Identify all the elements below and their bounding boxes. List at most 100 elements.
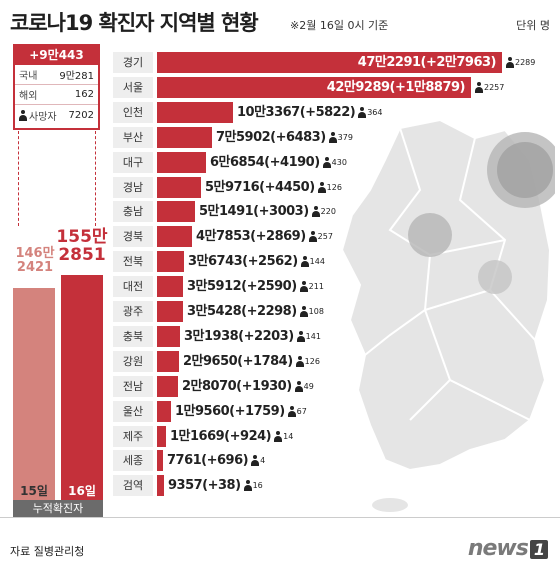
region-bar — [157, 400, 171, 422]
person-icon — [251, 455, 260, 467]
death-count: 257 — [317, 232, 333, 242]
region-deaths: 364 — [358, 104, 382, 121]
summary-label: 사망자 — [29, 111, 57, 123]
death-count: 2289 — [515, 58, 536, 67]
region-value-label: 7761(+696) — [167, 453, 249, 469]
region-value-label: 42만9289(+1만8879) — [326, 79, 466, 95]
person-icon — [287, 405, 296, 417]
person-icon — [296, 330, 305, 342]
region-value-label: 5만1491(+3003) — [199, 204, 309, 220]
summary-label: 국내 — [19, 71, 38, 82]
new-total: +9만443 — [15, 46, 98, 65]
person-icon — [243, 480, 252, 492]
region-bar — [157, 151, 206, 173]
region-bar — [157, 101, 233, 123]
death-count: 220 — [320, 207, 336, 217]
region-bar — [157, 52, 502, 73]
person-icon — [300, 256, 309, 268]
source-note: 자료 질병관리청 — [10, 545, 85, 558]
connector-line — [18, 131, 19, 226]
header: 코로나19 확진자 지역별 현황 ※2월 16일 0시 기준 단위 명 — [0, 0, 560, 42]
new-cases-summary: +9만443 국내 9만281 해외 162 사망자 7202 — [13, 44, 100, 130]
region-label: 강원 — [113, 350, 153, 372]
region-label: 전북 — [113, 251, 153, 273]
cumulative-prev-label: 146만 2421 — [10, 247, 60, 274]
region-value-label: 2만9650(+1784) — [183, 353, 293, 369]
region-bar — [157, 176, 201, 198]
region-deaths: 257 — [308, 228, 333, 245]
summary-row-overseas: 해외 162 — [15, 85, 98, 105]
cumulative-bar-prev — [13, 288, 55, 500]
summary-value: 162 — [74, 89, 94, 100]
summary-value: 7202 — [68, 109, 94, 121]
person-icon — [294, 380, 303, 392]
region-bar — [157, 226, 192, 248]
region-label: 세종 — [113, 450, 153, 472]
person-icon — [311, 206, 320, 218]
region-label: 서울 — [113, 76, 153, 98]
person-icon — [322, 156, 331, 168]
region-value-label: 3만5428(+2298) — [187, 304, 297, 319]
region-deaths: 4 — [251, 452, 265, 469]
region-label: 대구 — [113, 151, 153, 173]
cumulative-curr-line1: 155만 — [56, 227, 108, 247]
death-count: 49 — [303, 381, 314, 391]
death-count: 14 — [283, 431, 294, 441]
person-icon — [506, 57, 514, 68]
region-label: 전남 — [113, 375, 153, 397]
unit-note: 단위 명 — [516, 19, 550, 32]
cumulative-label: 누적확진자 — [13, 500, 103, 517]
virus-icon — [478, 260, 512, 294]
region-deaths: 2289 — [506, 54, 535, 71]
person-icon — [475, 81, 483, 93]
region-bar — [157, 375, 178, 397]
person-icon — [274, 430, 283, 442]
death-count: 126 — [304, 356, 320, 366]
region-label: 제주 — [113, 425, 153, 447]
region-value-label: 10만3367(+5822) — [237, 104, 356, 120]
person-icon — [308, 231, 317, 243]
death-count: 211 — [308, 282, 324, 292]
region-bar — [157, 301, 183, 322]
death-count: 4 — [260, 456, 266, 466]
logo-text: news — [467, 536, 529, 561]
region-label: 충북 — [113, 325, 153, 347]
region-deaths: 220 — [311, 203, 336, 220]
region-bar — [157, 425, 166, 447]
region-value-label: 2만8070(+1930) — [182, 378, 292, 394]
region-value-label: 3만1938(+2203) — [184, 328, 294, 344]
summary-value: 9만281 — [59, 71, 94, 82]
region-bar — [157, 126, 212, 148]
region-value-label: 7만5902(+6483) — [216, 129, 326, 145]
person-icon — [299, 306, 308, 317]
region-deaths: 141 — [296, 328, 321, 345]
region-deaths: 16 — [243, 477, 263, 494]
death-count: 16 — [252, 481, 263, 491]
day-label-curr: 16일 — [68, 484, 96, 498]
region-deaths: 126 — [295, 353, 320, 370]
news1-logo: news 1 — [468, 536, 548, 561]
region-deaths: 14 — [274, 428, 293, 445]
death-count: 108 — [308, 307, 324, 316]
cumulative-curr-line2: 2851 — [58, 244, 106, 265]
region-bar — [157, 201, 195, 223]
death-count: 144 — [309, 257, 325, 267]
day-label-prev: 15일 — [20, 484, 48, 498]
region-bar — [157, 76, 471, 98]
region-bar — [157, 325, 180, 347]
region-bar — [157, 350, 179, 372]
region-label: 경남 — [113, 176, 153, 198]
region-value-label: 9357(+38) — [168, 478, 241, 494]
person-icon — [299, 281, 308, 293]
death-count: 364 — [367, 107, 383, 117]
summary-label: 해외 — [19, 91, 38, 102]
death-count: 379 — [337, 132, 353, 142]
region-label: 검역 — [113, 475, 153, 497]
death-count: 430 — [331, 157, 347, 167]
region-deaths: 144 — [300, 253, 325, 270]
person-icon — [328, 131, 337, 143]
region-bar — [157, 251, 184, 273]
region-label: 부산 — [113, 126, 153, 148]
region-bar — [157, 450, 163, 472]
region-label: 경기 — [113, 52, 153, 73]
